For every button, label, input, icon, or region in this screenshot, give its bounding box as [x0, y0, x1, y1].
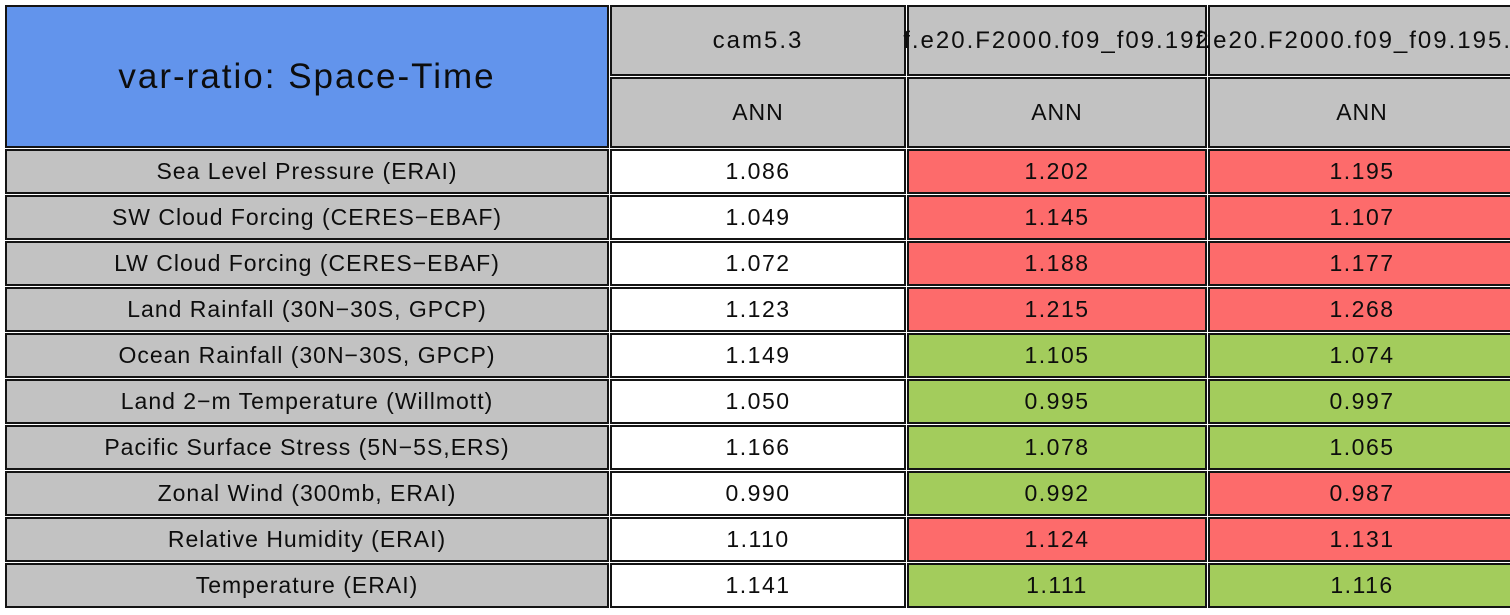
table-body: Sea Level Pressure (ERAI) 1.086 1.202 1.…: [5, 149, 1510, 608]
row-label: Temperature (ERAI): [5, 563, 609, 608]
value-cell: 1.141: [610, 563, 906, 608]
value-cell: 0.992: [907, 471, 1207, 516]
value-cell: 0.997: [1208, 379, 1510, 424]
table-row: Relative Humidity (ERAI) 1.110 1.124 1.1…: [5, 517, 1510, 562]
value-cell: 1.149: [610, 333, 906, 378]
value-cell: 1.072: [610, 241, 906, 286]
row-label: Ocean Rainfall (30N−30S, GPCP): [5, 333, 609, 378]
table-row: SW Cloud Forcing (CERES−EBAF) 1.049 1.14…: [5, 195, 1510, 240]
column-header-run-195: f.e20.F2000.f09_f09.195.: [1196, 5, 1510, 76]
header-row-models: var-ratio: Space-Time cam5.3 f.e20.F2000…: [5, 5, 1510, 148]
column-header-run-192: f.e20.F2000.f09_f09.192: [903, 5, 1209, 76]
table-row: Land Rainfall (30N−30S, GPCP) 1.123 1.21…: [5, 287, 1510, 332]
value-cell: 0.990: [610, 471, 906, 516]
value-cell: 1.268: [1208, 287, 1510, 332]
value-cell: 1.202: [907, 149, 1207, 194]
column-header-cam53: cam5.3: [610, 5, 906, 76]
value-cell: 1.116: [1208, 563, 1510, 608]
header-row-season: ANN ANN ANN: [5, 77, 1510, 148]
value-cell: 1.131: [1208, 517, 1510, 562]
row-label: Relative Humidity (ERAI): [5, 517, 609, 562]
table-row: Ocean Rainfall (30N−30S, GPCP) 1.149 1.1…: [5, 333, 1510, 378]
value-cell: 1.110: [610, 517, 906, 562]
season-header-ann-1: ANN: [610, 77, 906, 148]
value-cell: 1.086: [610, 149, 906, 194]
row-label: SW Cloud Forcing (CERES−EBAF): [5, 195, 609, 240]
table-row: LW Cloud Forcing (CERES−EBAF) 1.072 1.18…: [5, 241, 1510, 286]
season-header-ann-3: ANN: [1208, 77, 1510, 148]
row-label: Land Rainfall (30N−30S, GPCP): [5, 287, 609, 332]
table-title: var-ratio: Space-Time: [5, 5, 609, 148]
table-row: Zonal Wind (300mb, ERAI) 0.990 0.992 0.9…: [5, 471, 1510, 516]
table-row: Pacific Surface Stress (5N−5S,ERS) 1.166…: [5, 425, 1510, 470]
value-cell: 1.124: [907, 517, 1207, 562]
row-label: Zonal Wind (300mb, ERAI): [5, 471, 609, 516]
season-header-ann-2: ANN: [907, 77, 1207, 148]
value-cell: 1.049: [610, 195, 906, 240]
value-cell: 1.105: [907, 333, 1207, 378]
value-cell: 1.166: [610, 425, 906, 470]
row-label: LW Cloud Forcing (CERES−EBAF): [5, 241, 609, 286]
value-cell: 1.050: [610, 379, 906, 424]
table-row: Sea Level Pressure (ERAI) 1.086 1.202 1.…: [5, 149, 1510, 194]
value-cell: 1.078: [907, 425, 1207, 470]
value-cell: 1.215: [907, 287, 1207, 332]
value-cell: 1.145: [907, 195, 1207, 240]
row-label: Sea Level Pressure (ERAI): [5, 149, 609, 194]
table-row: Land 2−m Temperature (Willmott) 1.050 0.…: [5, 379, 1510, 424]
value-cell: 1.074: [1208, 333, 1510, 378]
value-cell: 1.107: [1208, 195, 1510, 240]
value-cell: 1.188: [907, 241, 1207, 286]
value-cell: 1.065: [1208, 425, 1510, 470]
diagnostics-table: var-ratio: Space-Time cam5.3 f.e20.F2000…: [4, 4, 1510, 609]
value-cell: 0.995: [907, 379, 1207, 424]
row-label: Pacific Surface Stress (5N−5S,ERS): [5, 425, 609, 470]
value-cell: 0.987: [1208, 471, 1510, 516]
value-cell: 1.177: [1208, 241, 1510, 286]
value-cell: 1.195: [1208, 149, 1510, 194]
table-row: Temperature (ERAI) 1.141 1.111 1.116: [5, 563, 1510, 608]
value-cell: 1.111: [907, 563, 1207, 608]
row-label: Land 2−m Temperature (Willmott): [5, 379, 609, 424]
value-cell: 1.123: [610, 287, 906, 332]
